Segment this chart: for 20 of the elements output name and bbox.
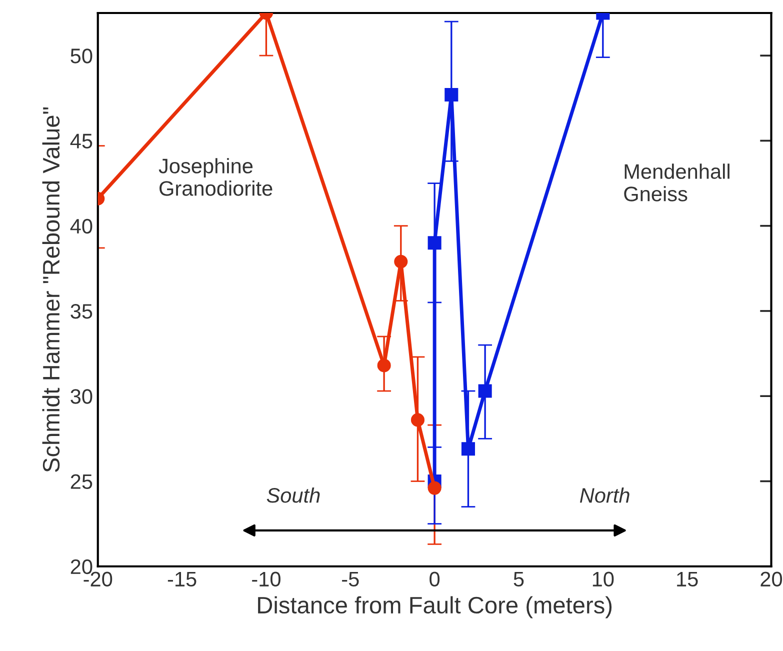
x-tick-label: -10 [252,572,280,587]
x-tick-label: 20 [760,572,782,587]
annotation: South [266,487,320,503]
y-tick-label: 45 [70,134,92,148]
y-tick-label: 30 [70,389,92,404]
y-tick-label: 35 [70,304,92,319]
y-tick-label: 40 [70,218,92,234]
x-tick-label: 0 [430,572,440,587]
annotation: Josephine Granodiorite [158,158,272,196]
x-tick-label: -5 [342,572,359,587]
annotation: North [580,487,630,503]
annotation: Mendenhall Gneiss [624,164,730,202]
x-tick-label: 5 [514,572,524,587]
y-axis-title: Schmidt Hammer "Rebound Value" [42,107,60,472]
x-tick-label: 15 [677,572,698,587]
x-axis-title: Distance from Fault Core (meters) [258,596,612,618]
x-tick-label: 10 [592,572,614,587]
y-tick-label: 50 [70,48,92,64]
x-tick-label: -15 [168,572,196,587]
y-tick-label: 25 [70,474,92,489]
